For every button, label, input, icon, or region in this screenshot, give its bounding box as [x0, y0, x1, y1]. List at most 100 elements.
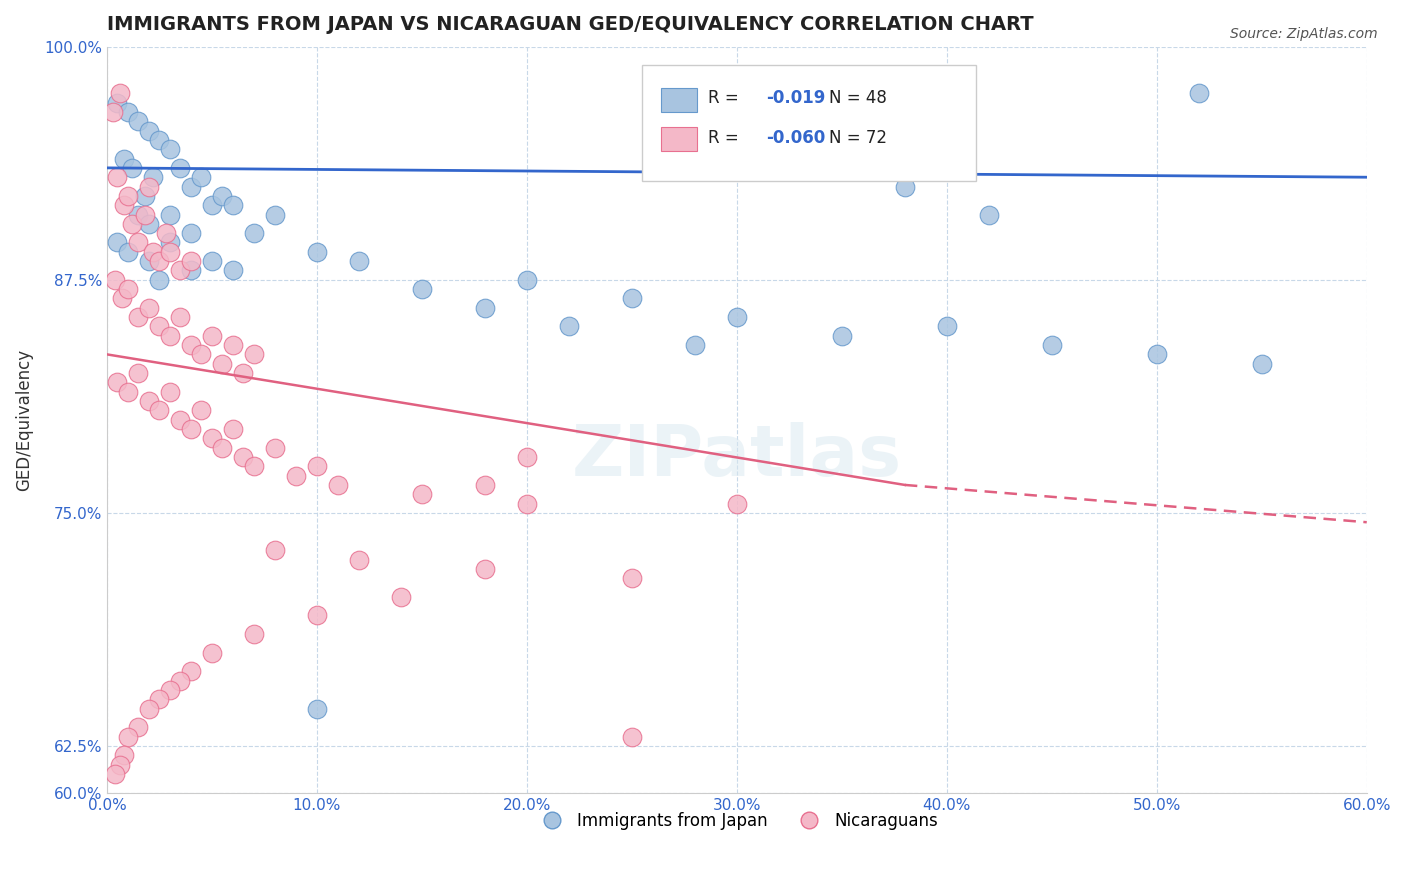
Point [347, 552, 370, 566]
Point [104, 273, 127, 287]
Point [725, 497, 748, 511]
Point [127, 114, 149, 128]
Point [159, 235, 181, 250]
Text: ZIPatlas: ZIPatlas [572, 423, 901, 491]
Point [243, 347, 266, 361]
Point [725, 310, 748, 324]
Point [201, 646, 224, 660]
Point [169, 412, 191, 426]
Point [222, 263, 245, 277]
Point [138, 301, 160, 315]
Point [474, 562, 496, 576]
Point [112, 198, 135, 212]
Point [347, 254, 370, 268]
Point [117, 104, 139, 119]
Point [180, 263, 202, 277]
Point [201, 431, 224, 445]
Point [107, 376, 129, 390]
Point [935, 319, 957, 334]
Point [159, 328, 181, 343]
Point [121, 217, 143, 231]
Point [134, 207, 156, 221]
Point [264, 543, 287, 558]
Point [474, 478, 496, 492]
Point [222, 198, 245, 212]
Point [112, 152, 135, 166]
Point [201, 198, 224, 212]
Point [389, 590, 412, 604]
Point [1188, 87, 1211, 101]
Point [117, 384, 139, 399]
FancyBboxPatch shape [643, 65, 976, 181]
Point [190, 170, 212, 185]
Point [201, 328, 224, 343]
Point [232, 450, 254, 464]
Point [180, 338, 202, 352]
Point [977, 207, 1000, 221]
Point [232, 366, 254, 380]
Point [117, 189, 139, 203]
Point [180, 226, 202, 240]
Point [121, 161, 143, 175]
Point [169, 161, 191, 175]
Point [620, 571, 643, 585]
Point [169, 673, 191, 688]
Text: Source: ZipAtlas.com: Source: ZipAtlas.com [1230, 27, 1378, 41]
Point [211, 189, 233, 203]
Point [159, 207, 181, 221]
Point [894, 179, 917, 194]
Point [138, 702, 160, 716]
Text: IMMIGRANTS FROM JAPAN VS NICARAGUAN GED/EQUIVALENCY CORRELATION CHART: IMMIGRANTS FROM JAPAN VS NICARAGUAN GED/… [107, 15, 1033, 34]
Point [138, 179, 160, 194]
Point [155, 226, 177, 240]
Point [243, 459, 266, 474]
Point [138, 123, 160, 137]
Point [159, 683, 181, 698]
Point [305, 608, 328, 623]
Point [127, 310, 149, 324]
Bar [661, 87, 696, 112]
Point [148, 254, 170, 268]
Point [169, 310, 191, 324]
Point [201, 254, 224, 268]
Point [243, 226, 266, 240]
Point [138, 254, 160, 268]
Point [148, 319, 170, 334]
Point [127, 720, 149, 734]
Point [134, 189, 156, 203]
Point [264, 441, 287, 455]
Point [142, 170, 165, 185]
Point [180, 179, 202, 194]
Point [516, 450, 538, 464]
Point [305, 702, 328, 716]
Point [127, 235, 149, 250]
Point [112, 748, 135, 763]
Point [1146, 347, 1168, 361]
Y-axis label: GED/Equivalency: GED/Equivalency [15, 349, 32, 491]
Point [620, 730, 643, 744]
Point [117, 730, 139, 744]
Text: -0.060: -0.060 [766, 128, 825, 146]
Point [142, 244, 165, 259]
Text: -0.019: -0.019 [766, 89, 825, 107]
Point [138, 217, 160, 231]
Point [103, 104, 125, 119]
Point [159, 244, 181, 259]
Point [108, 87, 131, 101]
Point [159, 384, 181, 399]
Point [127, 366, 149, 380]
Point [222, 422, 245, 436]
Point [211, 441, 233, 455]
Point [683, 338, 706, 352]
Point [1040, 338, 1063, 352]
Point [284, 468, 307, 483]
Point [159, 142, 181, 156]
Point [107, 170, 129, 185]
Point [474, 301, 496, 315]
Point [180, 665, 202, 679]
Point [516, 497, 538, 511]
Point [411, 487, 433, 501]
Point [558, 319, 581, 334]
Point [620, 292, 643, 306]
Point [111, 292, 134, 306]
